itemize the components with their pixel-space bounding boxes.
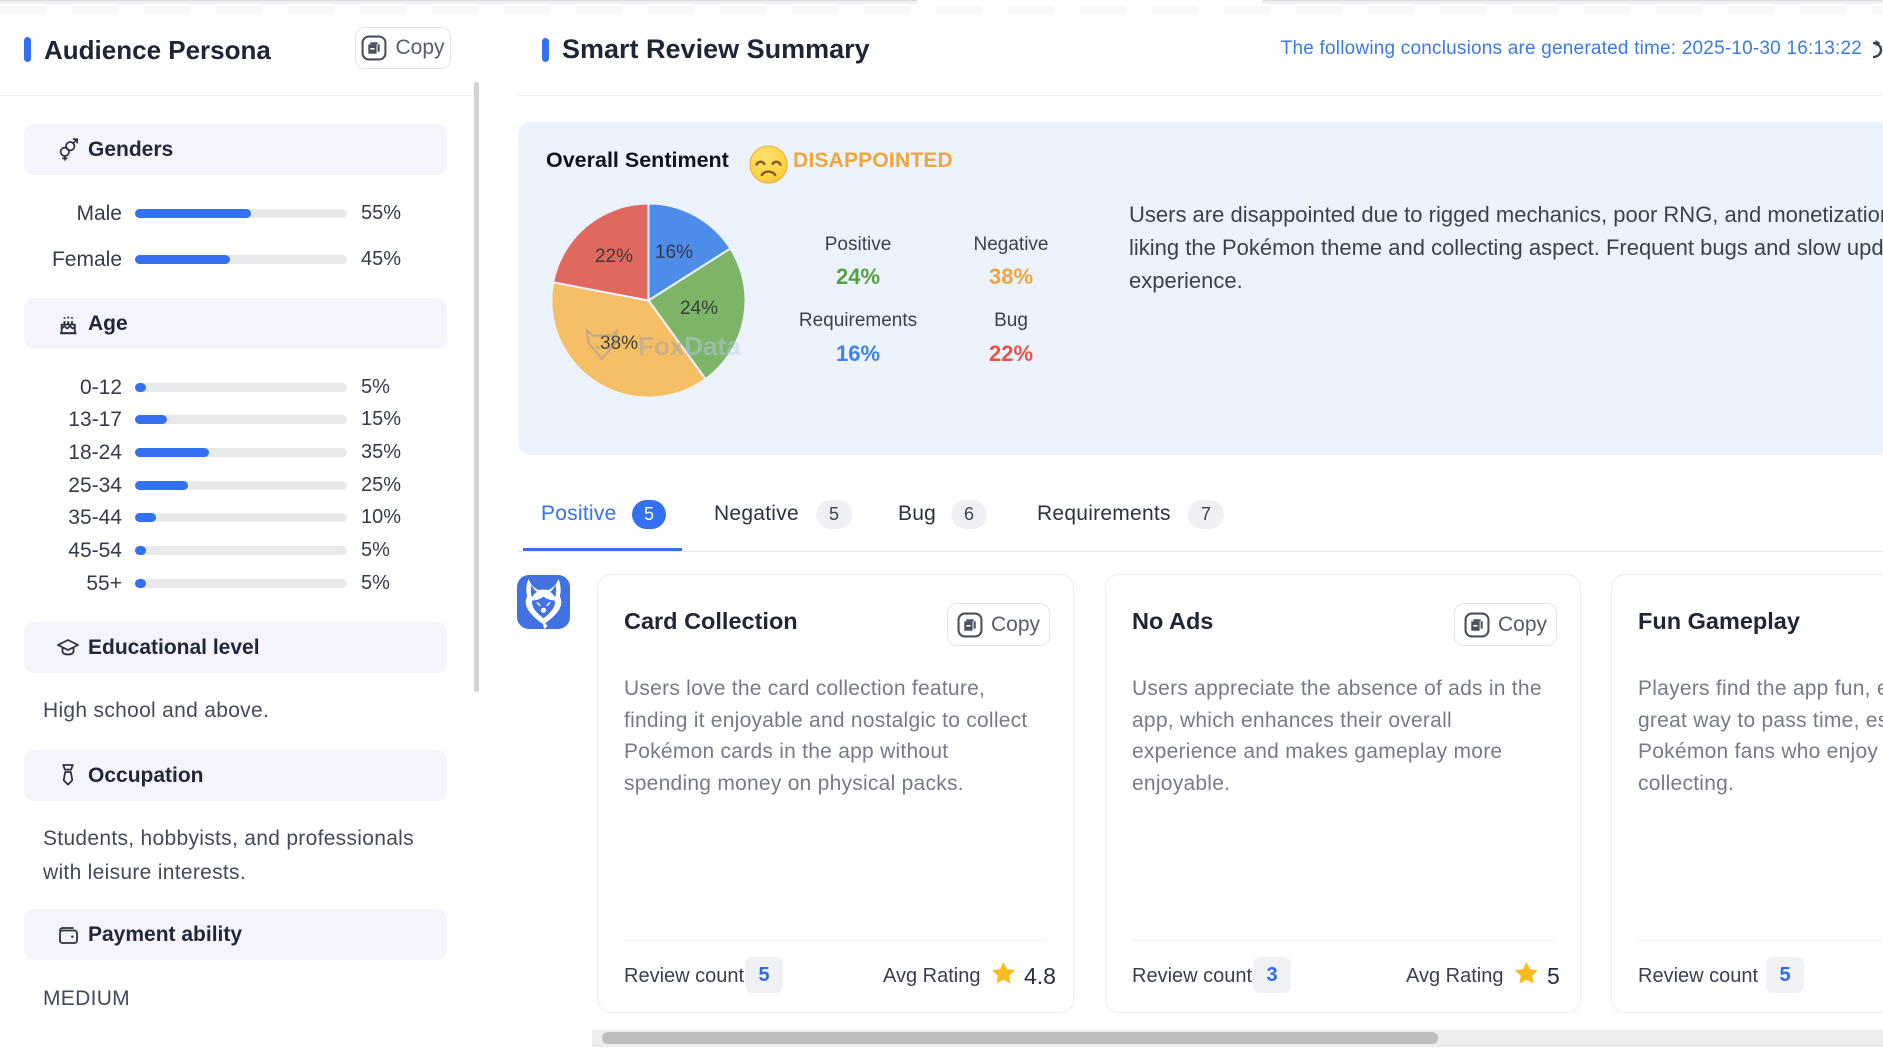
svg-text:22%: 22% — [595, 246, 633, 267]
svg-text:24%: 24% — [680, 298, 718, 319]
svg-text:16%: 16% — [655, 242, 693, 263]
svg-text:38%: 38% — [600, 333, 638, 354]
